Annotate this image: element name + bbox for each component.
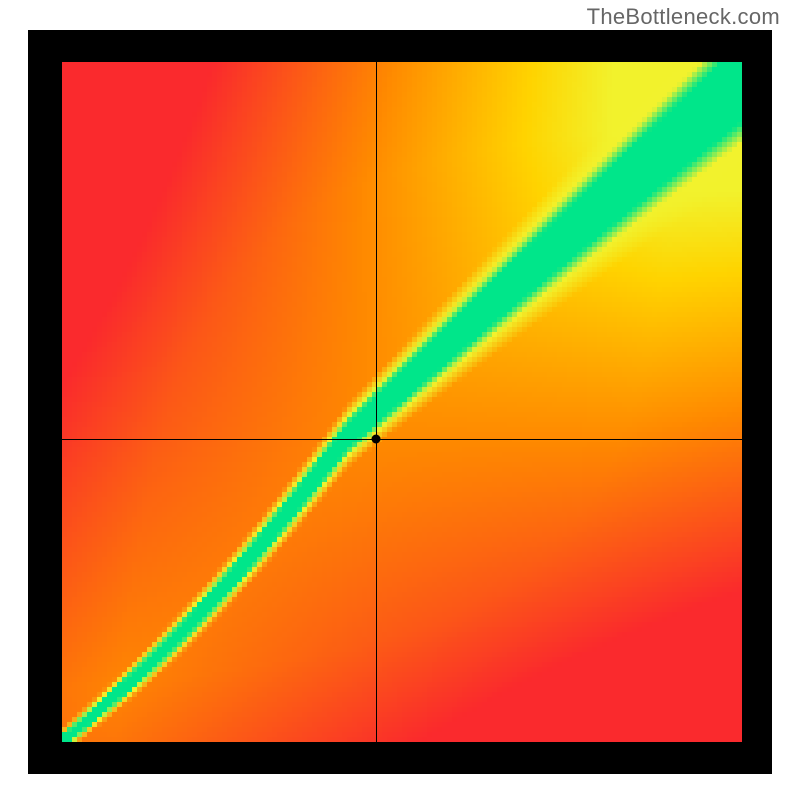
heatmap-plot — [62, 62, 742, 742]
crosshair-marker — [372, 435, 381, 444]
root: TheBottleneck.com — [0, 0, 800, 800]
heatmap-canvas — [62, 62, 742, 742]
watermark-text: TheBottleneck.com — [587, 4, 780, 30]
crosshair-horizontal — [62, 439, 742, 440]
crosshair-vertical — [376, 62, 377, 742]
